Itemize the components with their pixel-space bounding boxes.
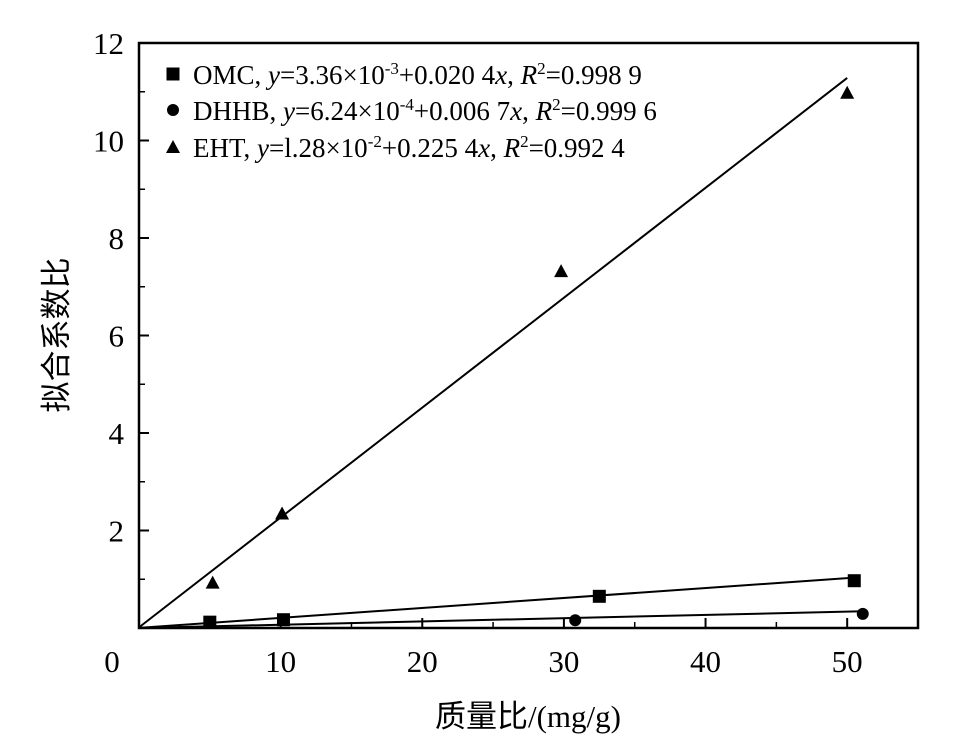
y-tick-label-10: 10 [93,124,124,159]
y-tick-label-4: 4 [109,416,125,451]
eht-legend-marker [166,140,180,153]
eht-point [554,264,569,278]
y-tick-label-2: 2 [109,514,125,549]
eht-fit-line [138,77,848,629]
eht-point [275,506,290,520]
x-axis-label: 质量比/(mg/g) [435,699,621,734]
y-tick-label-6: 6 [109,319,125,354]
y-axis: 2 4 6 8 10 12 [93,26,149,580]
omc-point [847,574,861,588]
dhhb-fit-line [138,610,863,629]
dhhb-point [569,614,582,627]
fit-lines [138,77,863,629]
eht-point [840,85,855,99]
omc-point [592,589,606,603]
plot-frame [137,41,920,630]
y-axis-label: 拟合系数比 [39,258,74,413]
dhhb-point [856,607,869,620]
omc-point [276,613,290,627]
x-tick-label-20: 20 [407,644,438,679]
eht-legend-entry: EHT, y=l.28×10-2+0.225 4x, R2=0.992 4 [193,132,625,163]
omc-legend-marker [166,67,180,81]
dhhb-legend-marker [167,104,179,116]
x-tick-label-10: 10 [265,644,296,679]
omc-legend-entry: OMC, y=3.36×10-3+0.020 4x, R2=0.998 9 [193,59,642,90]
dhhb-legend-entry: DHHB, y=6.24×10-4+0.006 7x, R2=0.999 6 [193,95,657,126]
y-tick-label-12: 12 [93,26,124,61]
y-tick-label-8: 8 [109,221,125,256]
omc-fit-line [138,576,855,629]
data-markers [203,85,869,629]
x-tick-label-50: 50 [832,644,863,679]
eht-point [205,575,220,589]
x-tick-label-0: 0 [104,644,120,679]
x-axis: 0 10 20 30 40 50 [104,618,863,679]
x-tick-label-30: 30 [548,644,579,679]
x-tick-label-40: 40 [690,644,721,679]
legend: OMC, y=3.36×10-3+0.020 4x, R2=0.998 9 DHH… [166,59,657,163]
